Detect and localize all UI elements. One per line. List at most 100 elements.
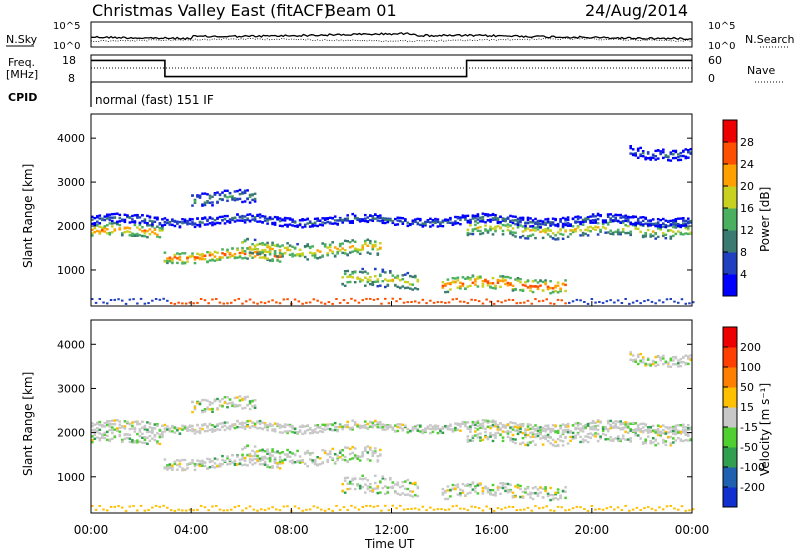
power-cell (156, 225, 159, 228)
power-cell (654, 302, 657, 305)
velocity-cell (636, 434, 640, 437)
power-cell (366, 238, 370, 241)
power-cell (479, 275, 482, 278)
velocity-cell (656, 430, 660, 433)
power-cell (466, 219, 470, 223)
velocity-cell (246, 464, 249, 467)
power-cell (677, 158, 680, 162)
power-cell (291, 255, 294, 258)
velocity-cell (451, 430, 455, 433)
velocity-cell (636, 424, 640, 427)
velocity-cell (534, 429, 537, 432)
power-cell (554, 286, 557, 289)
velocity-cell (571, 435, 575, 439)
velocity-cell (489, 507, 492, 510)
velocity-cell (673, 507, 676, 510)
velocity-cell (226, 402, 229, 405)
power-cell (616, 213, 620, 217)
velocity-cell (651, 359, 655, 363)
velocity-cell (118, 423, 122, 426)
velocity-cell (203, 506, 207, 509)
velocity-cell (571, 431, 575, 435)
velocity-cell (106, 438, 109, 442)
power-cell (391, 297, 394, 300)
power-cell (429, 221, 432, 224)
velocity-cell (546, 426, 550, 430)
velocity-cell (211, 410, 214, 413)
power-cell (271, 299, 274, 302)
power-cell (402, 301, 406, 304)
power-cell (196, 195, 199, 198)
velocity-cell (358, 477, 362, 480)
power-cell (318, 223, 322, 226)
power-cell (421, 222, 425, 225)
power-cell (198, 253, 202, 256)
power-cell (343, 217, 347, 221)
velocity-cell (611, 438, 615, 441)
velocity-cell (266, 425, 269, 429)
power-cell (243, 256, 247, 260)
velocity-cell (499, 427, 502, 430)
power-cell (581, 234, 585, 237)
power-cell (429, 225, 432, 228)
power-cell (91, 218, 94, 221)
power-cell (266, 243, 269, 247)
power-cell (504, 217, 507, 221)
power-cell (646, 157, 650, 160)
velocity-cell (594, 432, 597, 435)
power-cell (636, 149, 640, 152)
velocity-cell (494, 436, 497, 439)
power-cell (530, 302, 533, 305)
power-cell (556, 237, 560, 240)
velocity-cell (278, 467, 282, 470)
power-cell (148, 228, 152, 231)
velocity-cell (236, 419, 239, 423)
power-cell (669, 219, 673, 223)
power-colorbar-label: Power [dB] (758, 187, 772, 252)
velocity-cell (466, 483, 470, 486)
power-cell (268, 253, 272, 256)
power-cell (263, 256, 267, 260)
power-cell (138, 216, 142, 219)
power-cell (303, 225, 307, 228)
power-cell (171, 261, 174, 265)
power-cell (218, 222, 222, 225)
power-cell (459, 285, 462, 288)
velocity-cell (346, 460, 349, 463)
power-cell (564, 302, 567, 305)
power-cell (484, 278, 487, 282)
power-cell (243, 191, 247, 195)
colorbar-tick-label: -50 (740, 441, 758, 454)
power-cell (536, 228, 540, 231)
power-cell (416, 278, 420, 282)
power-cell (379, 216, 382, 220)
velocity-cell (599, 420, 602, 424)
velocity-cell (331, 423, 334, 427)
power-cell (253, 244, 257, 248)
velocity-cell (201, 398, 204, 402)
power-cell (672, 223, 675, 226)
power-cell (346, 269, 349, 273)
power-cell (621, 221, 625, 224)
power-cell (161, 229, 164, 232)
power-cell (133, 223, 137, 227)
power-cell (96, 215, 99, 218)
velocity-cell (177, 508, 180, 511)
cpid-value: normal (fast) 151 IF (95, 93, 214, 107)
velocity-cell (238, 425, 242, 429)
xtick-label: 04:00 (174, 523, 209, 537)
power-cell (328, 221, 332, 224)
velocity-cell (641, 442, 645, 445)
velocity-cell (161, 435, 164, 439)
velocity-cell (469, 430, 472, 434)
power-cell (574, 221, 577, 224)
velocity-cell (436, 424, 440, 428)
velocity-cell (641, 361, 645, 364)
colorbar-swatch (723, 367, 737, 388)
velocity-cell (687, 362, 690, 366)
power-cell (233, 197, 237, 200)
power-cell (677, 230, 680, 233)
power-cell (379, 242, 382, 245)
velocity-cell (163, 430, 167, 433)
power-cell (333, 215, 337, 218)
